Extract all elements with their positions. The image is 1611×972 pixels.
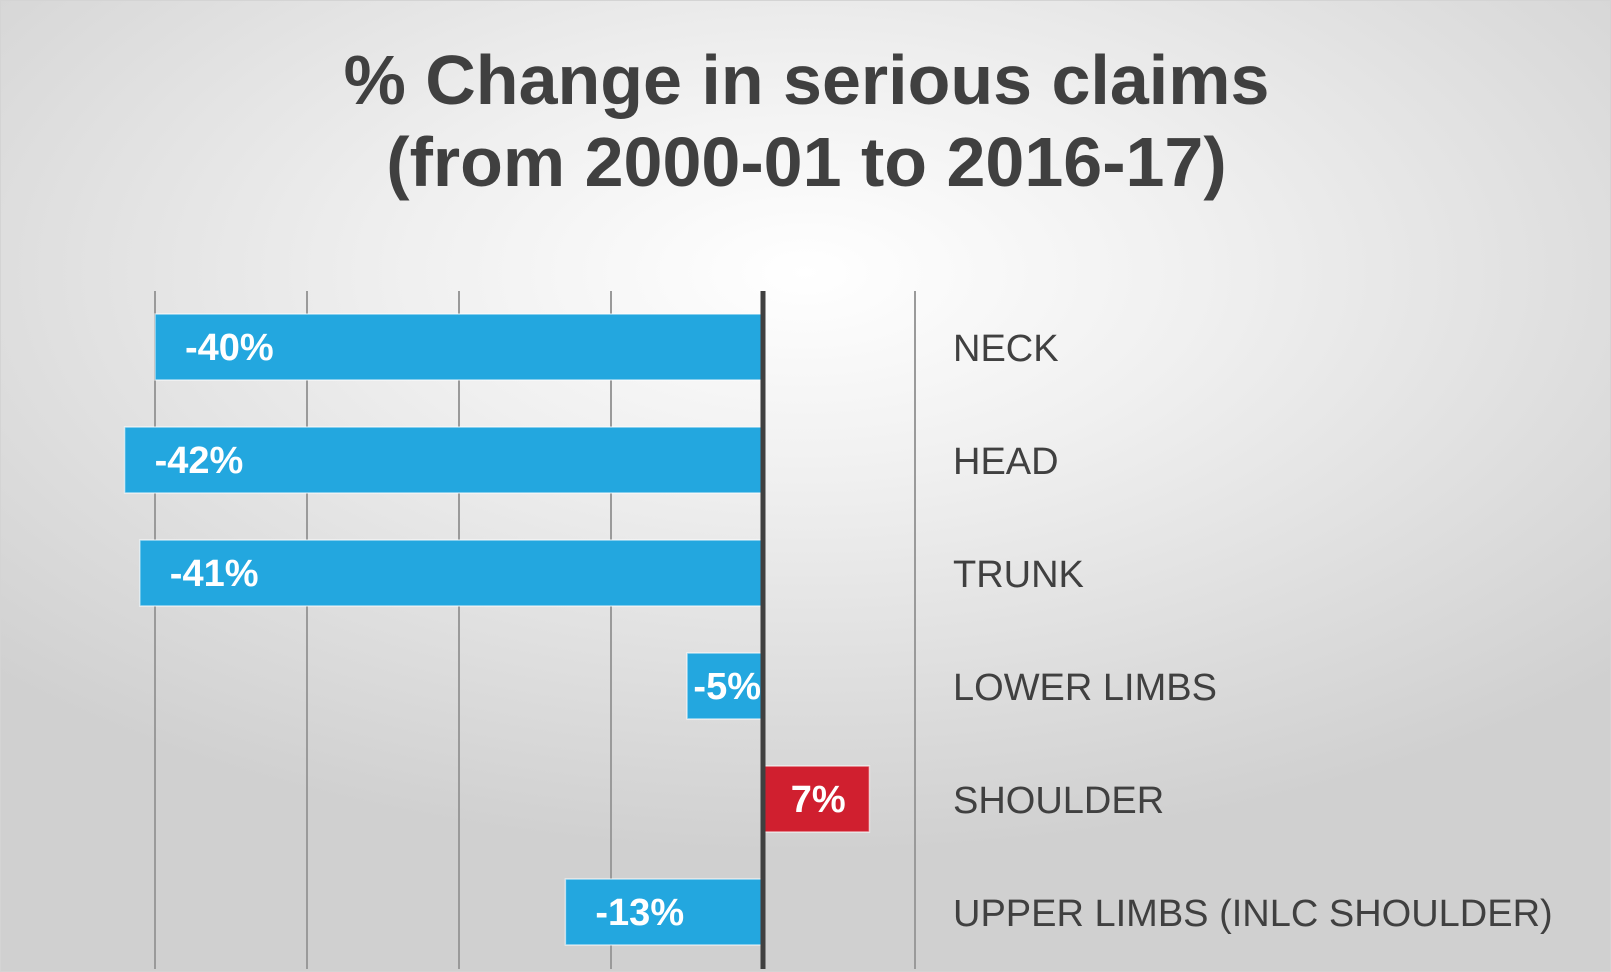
category-label-0: NECK — [953, 328, 1059, 370]
category-label-3: LOWER LIMBS — [953, 667, 1217, 709]
bar-1 — [123, 426, 764, 494]
bar-5 — [564, 878, 764, 946]
bar-4 — [762, 765, 871, 833]
chart-title-line-1: % Change in serious claims — [343, 41, 1270, 119]
gridlines — [154, 291, 916, 969]
bar-0 — [154, 313, 764, 381]
data-label-1: -42% — [155, 440, 244, 482]
data-label-2: -41% — [170, 553, 259, 595]
chart-title: % Change in serious claims (from 2000-01… — [1, 39, 1610, 203]
data-label-5: -13% — [595, 892, 684, 934]
bar-3 — [686, 652, 764, 720]
category-label-1: HEAD — [953, 441, 1059, 483]
data-labels: -40% -42% -41% -5% 7% -13% — [155, 327, 846, 934]
category-label-5: UPPER LIMBS (INLC SHOULDER) — [953, 893, 1553, 935]
bars — [123, 313, 871, 946]
data-label-0: -40% — [185, 327, 274, 369]
category-labels: NECK HEAD TRUNK LOWER LIMBS SHOULDER UPPER LI… — [953, 328, 1553, 935]
data-label-4: 7% — [791, 779, 846, 821]
category-label-2: TRUNK — [953, 554, 1084, 596]
chart-title-line-2: (from 2000-01 to 2016-17) — [386, 123, 1227, 201]
category-label-4: SHOULDER — [953, 780, 1164, 822]
data-label-3: -5% — [693, 666, 761, 708]
bar-2 — [139, 539, 764, 607]
